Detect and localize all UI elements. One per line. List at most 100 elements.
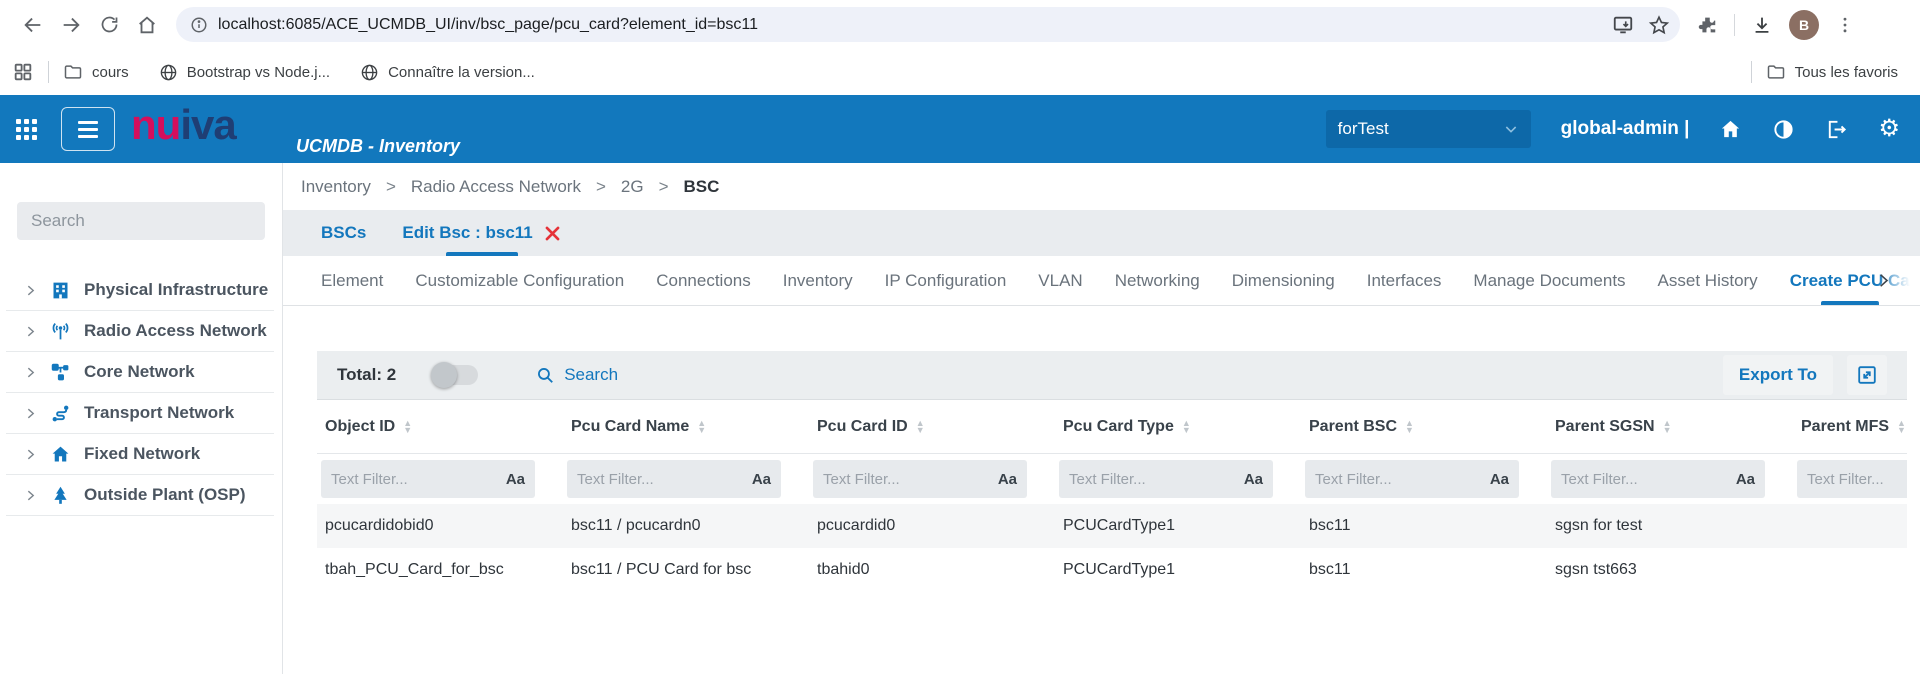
- tab-bscs[interactable]: BSCs: [321, 210, 366, 256]
- table-row[interactable]: pcucardidobid0 bsc11 / pcucardn0 pcucard…: [317, 504, 1907, 548]
- case-sensitive-button[interactable]: Aa: [997, 470, 1017, 488]
- case-sensitive-button[interactable]: Aa: [1243, 470, 1263, 488]
- filter-input[interactable]: [331, 470, 500, 488]
- chevron-right-icon: [27, 326, 35, 336]
- settings-button[interactable]: ⚙: [1878, 117, 1900, 141]
- breadcrumb-2g[interactable]: 2G: [620, 176, 644, 196]
- sidebar-item-fixed-network[interactable]: Fixed Network: [6, 434, 274, 475]
- case-sensitive-button[interactable]: Aa: [505, 470, 525, 488]
- column-header-object-id[interactable]: Object ID ▲ ▼: [325, 417, 413, 435]
- all-bookmarks-button[interactable]: Tous les favoris: [1766, 62, 1898, 82]
- tab-ip-configuration[interactable]: IP Configuration: [884, 270, 1007, 290]
- sort-icon[interactable]: ▲ ▼: [915, 417, 925, 435]
- tab-interfaces[interactable]: Interfaces: [1366, 270, 1442, 290]
- browser-menu-icon[interactable]: [1835, 15, 1855, 35]
- column-header-pcu-card-type[interactable]: Pcu Card Type ▲ ▼: [1063, 417, 1191, 435]
- apps-grid-icon[interactable]: [12, 61, 34, 83]
- filter-pcu-card-id[interactable]: Aa: [813, 460, 1027, 498]
- tab-dimensioning[interactable]: Dimensioning: [1231, 270, 1335, 290]
- filter-pcu-card-type[interactable]: Aa: [1059, 460, 1273, 498]
- tab-customizable-configuration[interactable]: Customizable Configuration: [415, 270, 625, 290]
- sort-icon[interactable]: ▲ ▼: [697, 417, 707, 435]
- tab-asset-history[interactable]: Asset History: [1657, 270, 1758, 290]
- case-sensitive-button[interactable]: Aa: [751, 470, 771, 488]
- bookmark-cours[interactable]: cours: [63, 62, 129, 82]
- filter-input[interactable]: [1315, 470, 1484, 488]
- back-button[interactable]: [14, 6, 52, 44]
- sort-icon[interactable]: ▲ ▼: [403, 417, 413, 435]
- sidebar-item-label: Radio Access Network: [84, 321, 267, 340]
- scope-select[interactable]: forTest: [1325, 110, 1531, 148]
- bookmark-connaitre[interactable]: Connaître la version...: [360, 63, 535, 82]
- hamburger-menu-button[interactable]: [61, 107, 115, 151]
- url-text[interactable]: localhost:6085/ACE_UCMDB_UI/inv/bsc_page…: [218, 15, 759, 33]
- contrast-toggle-button[interactable]: [1772, 118, 1795, 141]
- case-sensitive-button[interactable]: Aa: [1735, 470, 1755, 488]
- column-header-parent-mfs[interactable]: Parent MFS ▲ ▼: [1801, 417, 1906, 435]
- tab-overflow-button[interactable]: [1875, 256, 1892, 305]
- expand-table-button[interactable]: [1847, 355, 1887, 395]
- cell-object-id: pcucardidobid0: [325, 517, 434, 534]
- sidebar-item-outside-plant[interactable]: Outside Plant (OSP): [6, 475, 274, 516]
- forward-button[interactable]: [52, 6, 90, 44]
- filter-object-id[interactable]: Aa: [321, 460, 535, 498]
- sidebar-item-transport-network[interactable]: Transport Network: [6, 393, 274, 434]
- downloads-icon[interactable]: [1751, 14, 1773, 36]
- filter-parent-mfs[interactable]: Aa: [1797, 460, 1907, 498]
- home-button[interactable]: [128, 6, 166, 44]
- logout-button[interactable]: [1825, 118, 1848, 141]
- app-home-button[interactable]: [1719, 118, 1742, 141]
- filter-input[interactable]: [1069, 470, 1238, 488]
- bookmark-star-icon[interactable]: [1648, 14, 1670, 36]
- close-tab-icon[interactable]: [543, 224, 562, 243]
- tab-element[interactable]: Element: [321, 270, 384, 290]
- filter-input[interactable]: [1561, 470, 1730, 488]
- filter-parent-sgsn[interactable]: Aa: [1551, 460, 1765, 498]
- table-row[interactable]: tbah_PCU_Card_for_bsc bsc11 / PCU Card f…: [317, 548, 1907, 592]
- tab-connections[interactable]: Connections: [656, 270, 751, 290]
- waffle-menu-icon[interactable]: [16, 118, 37, 140]
- tab-inventory[interactable]: Inventory: [782, 270, 853, 290]
- extensions-icon[interactable]: [1696, 14, 1718, 36]
- sort-icon[interactable]: ▲ ▼: [1405, 417, 1414, 435]
- filter-pcu-card-name[interactable]: Aa: [567, 460, 781, 498]
- url-bar[interactable]: localhost:6085/ACE_UCMDB_UI/inv/bsc_page…: [176, 7, 1680, 42]
- chevron-right-icon: [27, 490, 35, 500]
- column-header-parent-bsc[interactable]: Parent BSC ▲ ▼: [1309, 417, 1414, 435]
- table-search-button[interactable]: Search: [536, 365, 618, 385]
- filter-input[interactable]: [823, 470, 992, 488]
- tab-edit-bsc[interactable]: Edit Bsc : bsc11: [402, 210, 561, 256]
- filter-parent-bsc[interactable]: Aa: [1305, 460, 1519, 498]
- bookmarks-separator: [48, 61, 49, 83]
- column-header-pcu-card-name[interactable]: Pcu Card Name ▲ ▼: [571, 417, 707, 435]
- filter-input[interactable]: [1807, 470, 1907, 488]
- sort-icon[interactable]: ▲ ▼: [1181, 417, 1191, 435]
- install-app-icon[interactable]: [1612, 14, 1634, 36]
- bookmark-bootstrap[interactable]: Bootstrap vs Node.j...: [159, 63, 330, 82]
- app-subtitle: UCMDB - Inventory: [296, 136, 461, 156]
- tab-vlan[interactable]: VLAN: [1038, 270, 1083, 290]
- filter-toggle[interactable]: [431, 362, 479, 388]
- info-icon[interactable]: [190, 16, 208, 34]
- tab-label: Edit Bsc : bsc11: [402, 223, 533, 242]
- sidebar-item-core-network[interactable]: Core Network: [6, 352, 274, 393]
- tab-networking[interactable]: Networking: [1114, 270, 1200, 290]
- profile-avatar[interactable]: B: [1789, 9, 1819, 40]
- column-header-parent-sgsn[interactable]: Parent SGSN ▲ ▼: [1555, 417, 1672, 435]
- export-to-button[interactable]: Export To: [1722, 355, 1833, 395]
- sidebar-item-physical-infrastructure[interactable]: Physical Infrastructure: [6, 270, 274, 311]
- sidebar-item-radio-access-network[interactable]: Radio Access Network: [6, 311, 274, 352]
- filter-input[interactable]: [577, 470, 746, 488]
- breadcrumb-radio-access-network[interactable]: Radio Access Network: [410, 176, 581, 196]
- case-sensitive-button[interactable]: Aa: [1489, 470, 1509, 488]
- reload-button[interactable]: [90, 6, 128, 44]
- toggle-knob[interactable]: [431, 362, 458, 388]
- sidebar-search-input[interactable]: [17, 202, 265, 240]
- bookmarks-separator: [1750, 61, 1752, 83]
- tab-create-pcu-card[interactable]: Create PCU Ca: [1790, 256, 1910, 305]
- column-header-pcu-card-id[interactable]: Pcu Card ID ▲ ▼: [817, 417, 925, 435]
- sort-icon[interactable]: ▲ ▼: [1897, 417, 1906, 435]
- sort-icon[interactable]: ▲ ▼: [1662, 417, 1672, 435]
- tab-manage-documents[interactable]: Manage Documents: [1473, 270, 1626, 290]
- breadcrumb-inventory[interactable]: Inventory: [301, 176, 371, 196]
